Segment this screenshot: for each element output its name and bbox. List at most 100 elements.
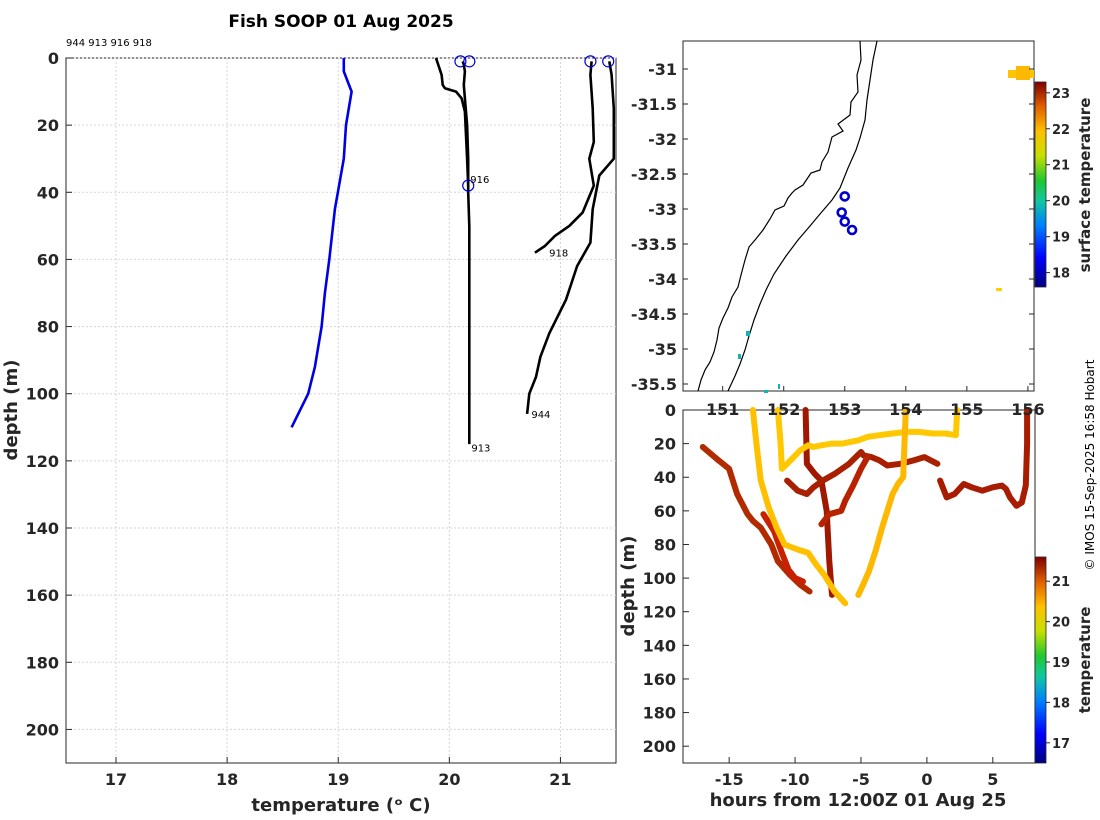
depth-trace-trace_h — [774, 407, 961, 472]
map-coastline — [697, 40, 1034, 393]
colorbar-tick-label: 23 — [1052, 87, 1070, 102]
colorbar-tick-label: 19 — [1052, 656, 1070, 671]
map-ytick-label: -32.5 — [631, 165, 677, 184]
map-ytick-label: -35.5 — [631, 375, 677, 394]
colorbar-tick-label: 19 — [1052, 231, 1070, 246]
profile-label: 913 — [471, 443, 490, 454]
left-xtick-label: 18 — [216, 770, 238, 789]
left-y-axis-label: depth (m) — [1, 360, 22, 461]
left-markers-group — [454, 55, 615, 192]
profile-line-highlight — [290, 58, 353, 428]
station-marker — [836, 207, 848, 218]
right-ytick-label: 40 — [654, 468, 676, 487]
right-xtick-label: 0 — [921, 770, 932, 789]
map-axes: -31 -31.5 -32 -32.5 -33 -33.5 -34 -34.5 -35 -35.5… — [631, 60, 1045, 419]
right-ytick-label: 160 — [643, 670, 676, 689]
right-ytick-label: 200 — [643, 737, 676, 756]
profile-label: 916 — [470, 175, 489, 186]
profile-start-marker — [584, 55, 597, 68]
left-annotations-group: 916 918 944 913 — [470, 175, 568, 455]
station-marker — [846, 224, 858, 236]
profile-start-marker — [463, 55, 476, 68]
right-xtick-label: 5 — [987, 770, 998, 789]
left-grid — [66, 57, 616, 763]
map-ytick-label: -32 — [648, 130, 677, 149]
map-ytick-label: -35 — [648, 340, 677, 359]
profile-line-913 — [461, 60, 471, 445]
imos-credit: © IMOS 15-Sep-2025 16:58 Hobart — [1083, 359, 1097, 570]
right-y-axis-label: depth (m) — [618, 536, 639, 637]
left-ytick-label: 120 — [26, 452, 59, 471]
left-x-axis-label: temperature (ᵒ C) — [251, 795, 430, 816]
colorbar-tick-label: 22 — [1052, 123, 1070, 138]
depth-trace-trace_d — [784, 449, 941, 497]
left-ytick-label: 80 — [37, 318, 59, 337]
map-xtick-label: 151 — [706, 400, 739, 419]
profile-start-marker — [454, 55, 467, 68]
left-ytick-label: 160 — [26, 586, 59, 605]
map-plot-area — [682, 40, 1035, 392]
left-xtick-label: 21 — [549, 770, 571, 789]
profile-start-marker — [602, 55, 615, 68]
left-ytick-label: 140 — [26, 519, 59, 538]
colorbar-tick-label: 21 — [1052, 575, 1070, 590]
right-xtick-label: -15 — [715, 770, 744, 789]
map-colorbar — [1034, 81, 1047, 288]
colorbar-tick-label: 20 — [1052, 616, 1070, 631]
temperature-colorbar-ticks: 17 18 19 20 21 — [1046, 575, 1070, 752]
map-ytick-label: -33 — [648, 200, 677, 219]
profile-line-916 — [434, 57, 470, 186]
map-ytick-label: -34 — [648, 270, 677, 289]
right-ytick-label: 60 — [654, 502, 676, 521]
map-xtick-label: 154 — [889, 400, 922, 419]
right-ytick-label: 80 — [654, 535, 676, 554]
left-ytick-label: 180 — [26, 653, 59, 672]
left-x-axis-label-text: temperature (ᵒ C) — [251, 795, 430, 816]
left-ytick-label: 60 — [37, 250, 59, 269]
right-ytick-label: 100 — [643, 569, 676, 588]
map-ytick-label: -31 — [648, 60, 677, 79]
left-ytick-label: 20 — [37, 116, 59, 135]
colorbar-tick-label: 18 — [1052, 267, 1070, 282]
map-ytick-label: -33.5 — [631, 235, 677, 254]
map-xtick-label: 153 — [828, 400, 861, 419]
map-colorbar-ticks: 18 19 20 21 22 23 — [1046, 87, 1070, 282]
station-marker — [839, 191, 851, 202]
colorbar-tick-label: 20 — [1052, 195, 1070, 210]
right-ytick-label: 0 — [665, 401, 676, 420]
map-colorbar-label: surface temperature — [1076, 98, 1094, 273]
map-xtick-label: 156 — [1011, 400, 1044, 419]
left-xtick-label: 19 — [327, 770, 349, 789]
left-series-group — [290, 57, 616, 445]
temperature-colorbar-label: temperature — [1076, 607, 1094, 714]
profile-label: 918 — [549, 249, 568, 260]
map-ytick-label: -34.5 — [631, 305, 677, 324]
colorbar-tick-label: 21 — [1052, 159, 1070, 174]
colorbar-tick-label: 17 — [1052, 737, 1070, 752]
profile-id-list: 944 913 916 918 — [66, 38, 152, 49]
profile-start-marker — [462, 179, 475, 192]
colorbar-tick-label: 18 — [1052, 696, 1070, 711]
right-ytick-label: 120 — [643, 603, 676, 622]
depth-trace-trace_b — [760, 511, 806, 585]
chart-title: Fish SOOP 01 Aug 2025 — [228, 12, 453, 32]
right-xtick-label: -10 — [781, 770, 810, 789]
right-series-group — [699, 407, 1031, 607]
map-stations-group — [836, 191, 858, 236]
left-ytick-label: 40 — [37, 183, 59, 202]
profile-line-944 — [525, 61, 616, 415]
depth-trace-trace_g — [749, 407, 849, 607]
left-axes: 17 18 19 20 21 0 20 40 60 80 100 120 140 160 180 200 — [26, 49, 572, 789]
right-x-axis-label: hours from 12:00Z 01 Aug 25 — [710, 790, 1007, 811]
station-marker — [839, 216, 851, 227]
right-axes: -15 -10 -5 0 5 0 20 40 60 80 100 120 140 160 180 200 — [643, 401, 999, 789]
left-ytick-label: 0 — [48, 49, 59, 68]
left-xtick-label: 20 — [438, 770, 460, 789]
map-xtick-label: 155 — [950, 400, 983, 419]
profile-line-918 — [534, 61, 596, 254]
left-xtick-label: 17 — [105, 770, 127, 789]
map-ytick-label: -31.5 — [631, 95, 677, 114]
depth-trace-trace_i — [855, 407, 909, 598]
right-ytick-label: 20 — [654, 435, 676, 454]
